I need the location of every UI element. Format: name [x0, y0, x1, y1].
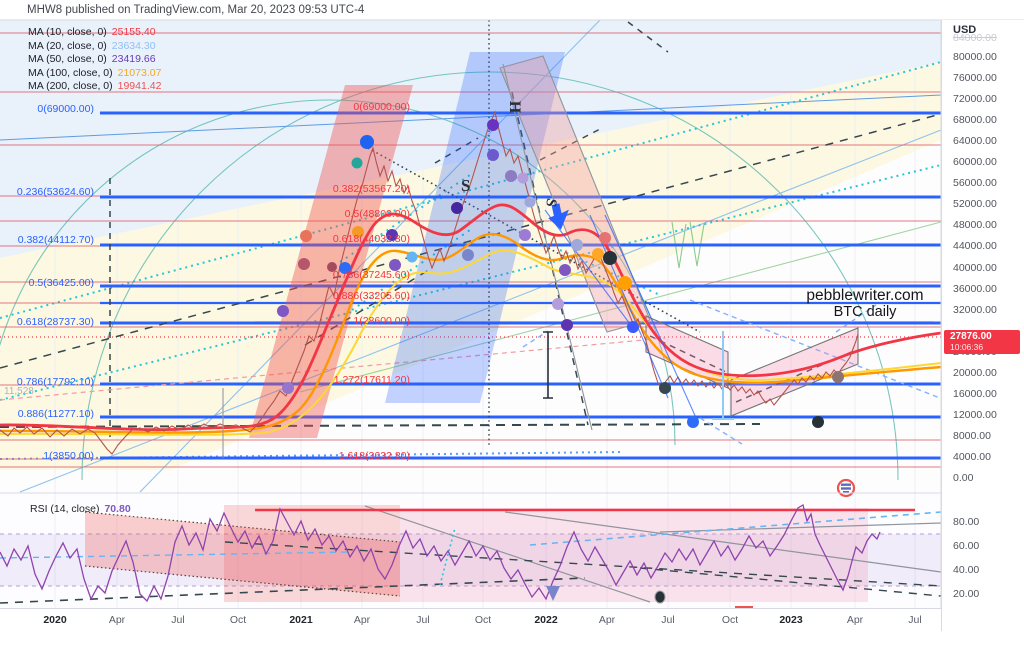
- axis-tick: 4000.00: [953, 451, 991, 463]
- time-tick: Oct: [229, 614, 247, 626]
- time-tick: Jul: [416, 614, 430, 626]
- down-arrow-icon: [548, 203, 569, 230]
- round-logo-icon: [836, 478, 856, 498]
- ma200-curve: [0, 203, 942, 432]
- axis-currency-label: USD: [953, 24, 977, 36]
- wave-marker-dots: [277, 119, 844, 428]
- time-tick: 2023: [779, 614, 803, 626]
- time-tick: 2020: [43, 614, 67, 626]
- axis-tick: 8000.00: [953, 430, 991, 442]
- legend-row: MA (50, close, 0) 23419.66: [28, 53, 156, 65]
- ma50-curve: [0, 232, 942, 434]
- time-tick: Jul: [171, 614, 185, 626]
- legend-row: MA (10, close, 0) 25155.40: [28, 26, 156, 38]
- grey-trendline: [502, 63, 593, 431]
- last-price-badge: 27876.00 10:06:36: [944, 330, 1020, 354]
- legend-row: MA (100, close, 0) 21073.07: [28, 66, 162, 79]
- blue-rising-channel: [385, 52, 565, 403]
- footer: TradingView: [0, 631, 1024, 649]
- time-tick: Oct: [474, 614, 492, 626]
- axis-tick: 72000.00: [953, 93, 997, 105]
- price-axis[interactable]: USD 84000.00 80000.00 76000.00 72000.00 …: [941, 20, 1024, 631]
- axis-tick: 60000.00: [953, 156, 997, 168]
- time-tick: Apr: [598, 614, 616, 626]
- salmon-dashed-line: [0, 337, 666, 401]
- legend-row: MA (20, close, 0) 23634.30: [28, 39, 156, 52]
- time-tick: 2021: [289, 614, 313, 626]
- axis-tick: 12000.00: [953, 409, 997, 421]
- axis-tick: 44000.00: [953, 240, 997, 252]
- axis-tick: 0.00: [953, 472, 974, 484]
- axis-tick: 36000.00: [953, 283, 997, 295]
- time-tick: Jul: [908, 614, 922, 626]
- rsi-legend: RSI (14, close) 70.80: [30, 503, 131, 515]
- axis-tick: 52000.00: [953, 198, 997, 210]
- time-tick: Apr: [108, 614, 126, 626]
- time-tick: Apr: [353, 614, 371, 626]
- axis-tick: 16000.00: [953, 388, 997, 400]
- axis-tick: 40000.00: [953, 262, 997, 274]
- time-tick: 2022: [534, 614, 558, 626]
- rsi-axis-tick: 20.00: [953, 588, 980, 600]
- time-axis[interactable]: 2020 Apr Jul Oct 2021 Apr Jul Oct 2022 A…: [0, 608, 941, 632]
- last-price: 27876.00: [950, 331, 992, 342]
- time-tick: Apr: [846, 614, 864, 626]
- rsi-axis-tick: 40.00: [953, 564, 980, 576]
- light-blue-dashed: [522, 299, 946, 445]
- rsi-pane-drawing: [0, 503, 942, 609]
- axis-tick: 68000.00: [953, 114, 997, 126]
- axis-tick: 48000.00: [953, 219, 997, 231]
- lower-white-wedge: [0, 140, 941, 490]
- time-tick: Oct: [721, 614, 739, 626]
- axis-tick: 80000.00: [953, 51, 997, 63]
- rsi-axis-tick: 60.00: [953, 540, 980, 552]
- ma-legend: MA (10, close, 0) 25155.40 MA (20, close,…: [28, 26, 161, 94]
- rsi-axis-tick: 80.00: [953, 516, 980, 528]
- time-tick: Jul: [661, 614, 675, 626]
- publish-header: MHW8 published on TradingView.com, Mar 2…: [27, 4, 365, 16]
- axis-tick: 56000.00: [953, 177, 997, 189]
- axis-tick: 32000.00: [953, 304, 997, 316]
- measurement-beams: [222, 331, 734, 458]
- axis-tick: 64000.00: [953, 135, 997, 147]
- legend-row: MA (200, close, 0) 19941.42: [28, 80, 162, 92]
- grey-price-label: 11,528: [4, 386, 34, 397]
- ma100-curve: [0, 249, 942, 436]
- axis-tick: 76000.00: [953, 72, 997, 84]
- axis-muted-tick: 84000.00: [953, 32, 997, 44]
- price-series: [0, 110, 859, 455]
- bar-countdown: 10:06:36: [950, 342, 984, 352]
- axis-tick: 20000.00: [953, 367, 997, 379]
- blue-projection-lines: [544, 209, 698, 421]
- red-rising-channel: [249, 85, 413, 438]
